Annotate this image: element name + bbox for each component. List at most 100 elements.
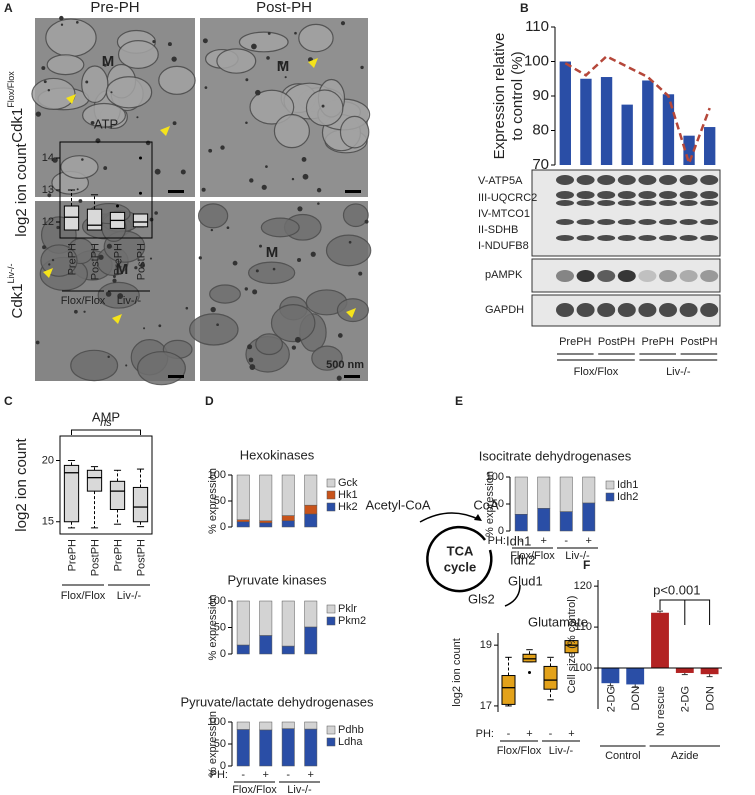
bar-segment — [281, 520, 295, 528]
granule — [266, 56, 270, 60]
granule — [125, 364, 128, 367]
granule — [41, 66, 46, 71]
plot-frame — [59, 435, 153, 535]
granule — [249, 364, 256, 370]
y-tick-label: 100 — [208, 595, 226, 607]
x-prefix: PH: — [210, 769, 228, 781]
y-tick-label: 80 — [532, 121, 549, 138]
chart-title: Glutamate — [528, 614, 588, 629]
granule — [216, 323, 219, 327]
band — [556, 200, 574, 206]
granule — [185, 306, 189, 310]
granule — [107, 355, 110, 359]
x-tick-label: PrePH — [66, 539, 78, 571]
y-tick-label: 14 — [42, 152, 54, 164]
mitochondrion — [158, 65, 196, 95]
mitochondrion — [247, 261, 296, 285]
bar-segment — [236, 474, 250, 520]
annotation: p<0.001 — [653, 582, 700, 597]
arrowhead — [66, 94, 76, 104]
annotation: ns — [100, 417, 112, 429]
group-label: Liv-/- — [565, 550, 590, 562]
y-tick-label: 50 — [214, 495, 226, 507]
arrowhead — [474, 514, 482, 521]
granule — [198, 256, 202, 260]
mitochondrion — [216, 48, 257, 74]
band — [638, 219, 657, 225]
granule — [134, 266, 138, 270]
panel-label: F — [583, 558, 590, 572]
bar-segment — [281, 728, 295, 767]
granule — [247, 344, 253, 350]
bar-segment — [259, 600, 273, 636]
band-label: V-ATP5A — [478, 175, 523, 187]
mitochondrion — [136, 351, 186, 386]
mitochondrion — [238, 31, 289, 53]
granule — [297, 257, 302, 263]
bar-segment — [281, 645, 295, 655]
x-tick-label: PostPH — [89, 539, 101, 576]
x-tick-label: No rescue — [655, 686, 667, 736]
scale-bar — [168, 375, 184, 378]
band — [659, 219, 677, 225]
y-axis-label: % expression — [207, 711, 219, 777]
granule — [358, 271, 363, 276]
granule — [294, 336, 301, 343]
scale-bar — [168, 190, 184, 193]
mitochondrion — [60, 155, 99, 179]
granule — [47, 193, 52, 198]
legend-label: Gck — [338, 477, 358, 489]
lane-label: PostPH — [680, 336, 717, 348]
granule — [204, 86, 208, 89]
band — [700, 219, 719, 225]
band — [700, 175, 719, 185]
bar-segment — [236, 729, 250, 767]
group-label: Flox/Flox — [61, 590, 106, 602]
band — [617, 270, 636, 282]
granule — [245, 78, 249, 82]
legend-label: Pklr — [338, 603, 357, 615]
granule — [35, 111, 42, 117]
band — [659, 175, 677, 185]
granule — [302, 173, 309, 180]
mitochondrion — [298, 23, 334, 53]
band — [556, 219, 574, 225]
mitochondrion — [255, 333, 283, 356]
chart-title: Pyruvate kinases — [228, 572, 327, 587]
mito-label: M — [277, 58, 290, 75]
band — [617, 200, 636, 206]
x-tick-label: PrePH — [112, 243, 124, 275]
bar — [559, 61, 571, 165]
bar — [700, 668, 719, 675]
mitochondrion — [31, 77, 76, 110]
box — [564, 640, 579, 654]
granule — [43, 80, 47, 84]
bar-segment — [236, 644, 250, 655]
granule — [47, 88, 51, 92]
mito-label: M — [102, 53, 115, 70]
granule — [291, 177, 295, 181]
panel-label: C — [4, 394, 13, 408]
granule — [360, 65, 364, 70]
enzyme: Idh1 — [506, 533, 531, 548]
group-label: Liv-/- — [287, 784, 312, 795]
band — [597, 270, 616, 282]
bar-segment — [236, 721, 250, 730]
x-tick-label: - — [286, 769, 290, 781]
band — [617, 191, 636, 199]
granule — [154, 168, 161, 175]
x-tick-label: + — [541, 535, 547, 547]
y-tick-label: 100 — [486, 471, 504, 483]
mitochondrion — [197, 203, 229, 229]
band — [597, 175, 616, 185]
bar-segment — [514, 514, 528, 532]
band — [597, 303, 616, 317]
band — [617, 219, 636, 225]
granule — [59, 15, 64, 21]
band-label: II-SDHB — [478, 224, 518, 236]
group-label: Liv-/- — [549, 745, 574, 757]
granule — [317, 202, 320, 205]
y-tick-label: 90 — [532, 87, 549, 104]
box — [543, 665, 558, 690]
x-tick-label: PostPH — [89, 243, 101, 280]
